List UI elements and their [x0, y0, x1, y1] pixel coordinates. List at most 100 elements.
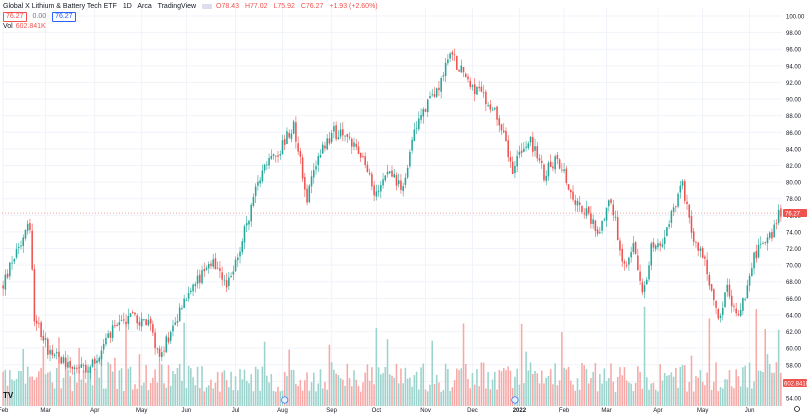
volume-bar [735, 369, 737, 406]
volume-bar [578, 389, 581, 406]
candle-body [192, 284, 194, 292]
volume-bar [471, 373, 474, 406]
candle-body [373, 185, 375, 196]
volume-bar [652, 382, 655, 406]
volume-bar [538, 383, 541, 406]
volume-bar [96, 369, 98, 406]
candle-body [621, 248, 623, 262]
interval-label[interactable]: 1D [122, 3, 132, 10]
volume-bar [556, 385, 559, 406]
bid-price[interactable]: 76.27 [3, 12, 27, 22]
candle-body [154, 332, 156, 349]
candle-body [657, 243, 659, 248]
volume-bar [183, 322, 185, 406]
candle-body [306, 188, 308, 203]
candle-body [26, 223, 29, 231]
candle-body [82, 365, 85, 367]
candle-body [759, 243, 762, 245]
volume-bar [675, 367, 677, 406]
candle-body [24, 229, 27, 239]
volume-bar [194, 385, 197, 406]
price-tick-label: 72.00 [786, 247, 802, 253]
volume-bar [161, 364, 163, 406]
candle-body [55, 352, 58, 354]
event-markers [281, 396, 519, 404]
volume-bar [730, 386, 733, 406]
volume-bar [554, 363, 556, 406]
volume-bar [219, 391, 221, 406]
volume-bar [587, 383, 590, 406]
volume-bar [393, 377, 396, 406]
candle-body [344, 135, 346, 137]
last-volume-label: 602.841K [784, 382, 809, 388]
candle-body [545, 175, 547, 181]
volume-bar [346, 363, 349, 406]
candle-body [502, 130, 505, 133]
volume-bar [127, 368, 130, 406]
volume-bar [174, 374, 176, 406]
volume-bar [230, 371, 232, 406]
candle-body [456, 55, 458, 70]
volume-bar [167, 365, 170, 406]
volume-bar [697, 377, 699, 406]
volume-bar [283, 371, 286, 406]
candle-body [357, 146, 360, 154]
volume-bar [100, 356, 103, 406]
ask-price[interactable]: 76.27 [52, 12, 76, 22]
volume-bar [543, 383, 545, 406]
tradingview-logo-icon[interactable]: TV [3, 391, 14, 400]
candle-body [473, 84, 476, 94]
candle-body [536, 146, 539, 159]
candle-body [245, 223, 248, 226]
candle-body [625, 264, 628, 266]
volume-bar [386, 339, 389, 406]
volume-bar [460, 368, 463, 406]
price-tick-label: 90.00 [786, 98, 802, 104]
time-tick-label: Jun [182, 408, 192, 414]
volume-bar [371, 367, 373, 406]
candle-body [366, 164, 369, 173]
volume-bar [89, 370, 92, 406]
candle-body [608, 200, 610, 207]
symbol-title[interactable]: Global X Lithium & Battery Tech ETF [3, 3, 117, 10]
volume-bar [710, 389, 713, 406]
volume-bars [2, 306, 782, 406]
volume-bar [388, 374, 391, 406]
candle-body [187, 293, 190, 299]
candle-body [701, 248, 704, 258]
volume-bar [639, 371, 641, 406]
volume-bar [547, 375, 550, 406]
candle-body [780, 208, 782, 217]
volume-bar [210, 379, 212, 406]
candle-body [663, 237, 666, 244]
legend-toggle-icon[interactable] [202, 3, 213, 9]
volume-bar [623, 367, 626, 406]
candle-body [596, 229, 599, 234]
candle-body [4, 274, 7, 290]
candle-body [704, 256, 706, 259]
volume-bar [22, 349, 25, 406]
volume-bar [35, 377, 38, 406]
candle-body [480, 86, 483, 92]
volume-bar [120, 368, 123, 406]
volume-bar [485, 388, 487, 406]
candle-body [266, 164, 268, 166]
volume-bar [105, 388, 107, 406]
volume-bar [192, 377, 194, 406]
volume-bar [163, 383, 165, 406]
volume-bar [464, 363, 467, 406]
candle-body [771, 231, 773, 239]
volume-bar [686, 391, 688, 406]
volume-bar [69, 376, 71, 406]
candle-body [272, 154, 275, 156]
volume-bar [422, 363, 425, 406]
candle-body [395, 174, 398, 186]
candle-body [467, 76, 469, 80]
candle-body [73, 367, 76, 369]
candle-body [757, 245, 760, 258]
volume-bar [601, 383, 603, 406]
price-tick-label: 84.00 [786, 147, 802, 153]
volume-bar [259, 390, 261, 406]
volume-bar [263, 341, 266, 406]
